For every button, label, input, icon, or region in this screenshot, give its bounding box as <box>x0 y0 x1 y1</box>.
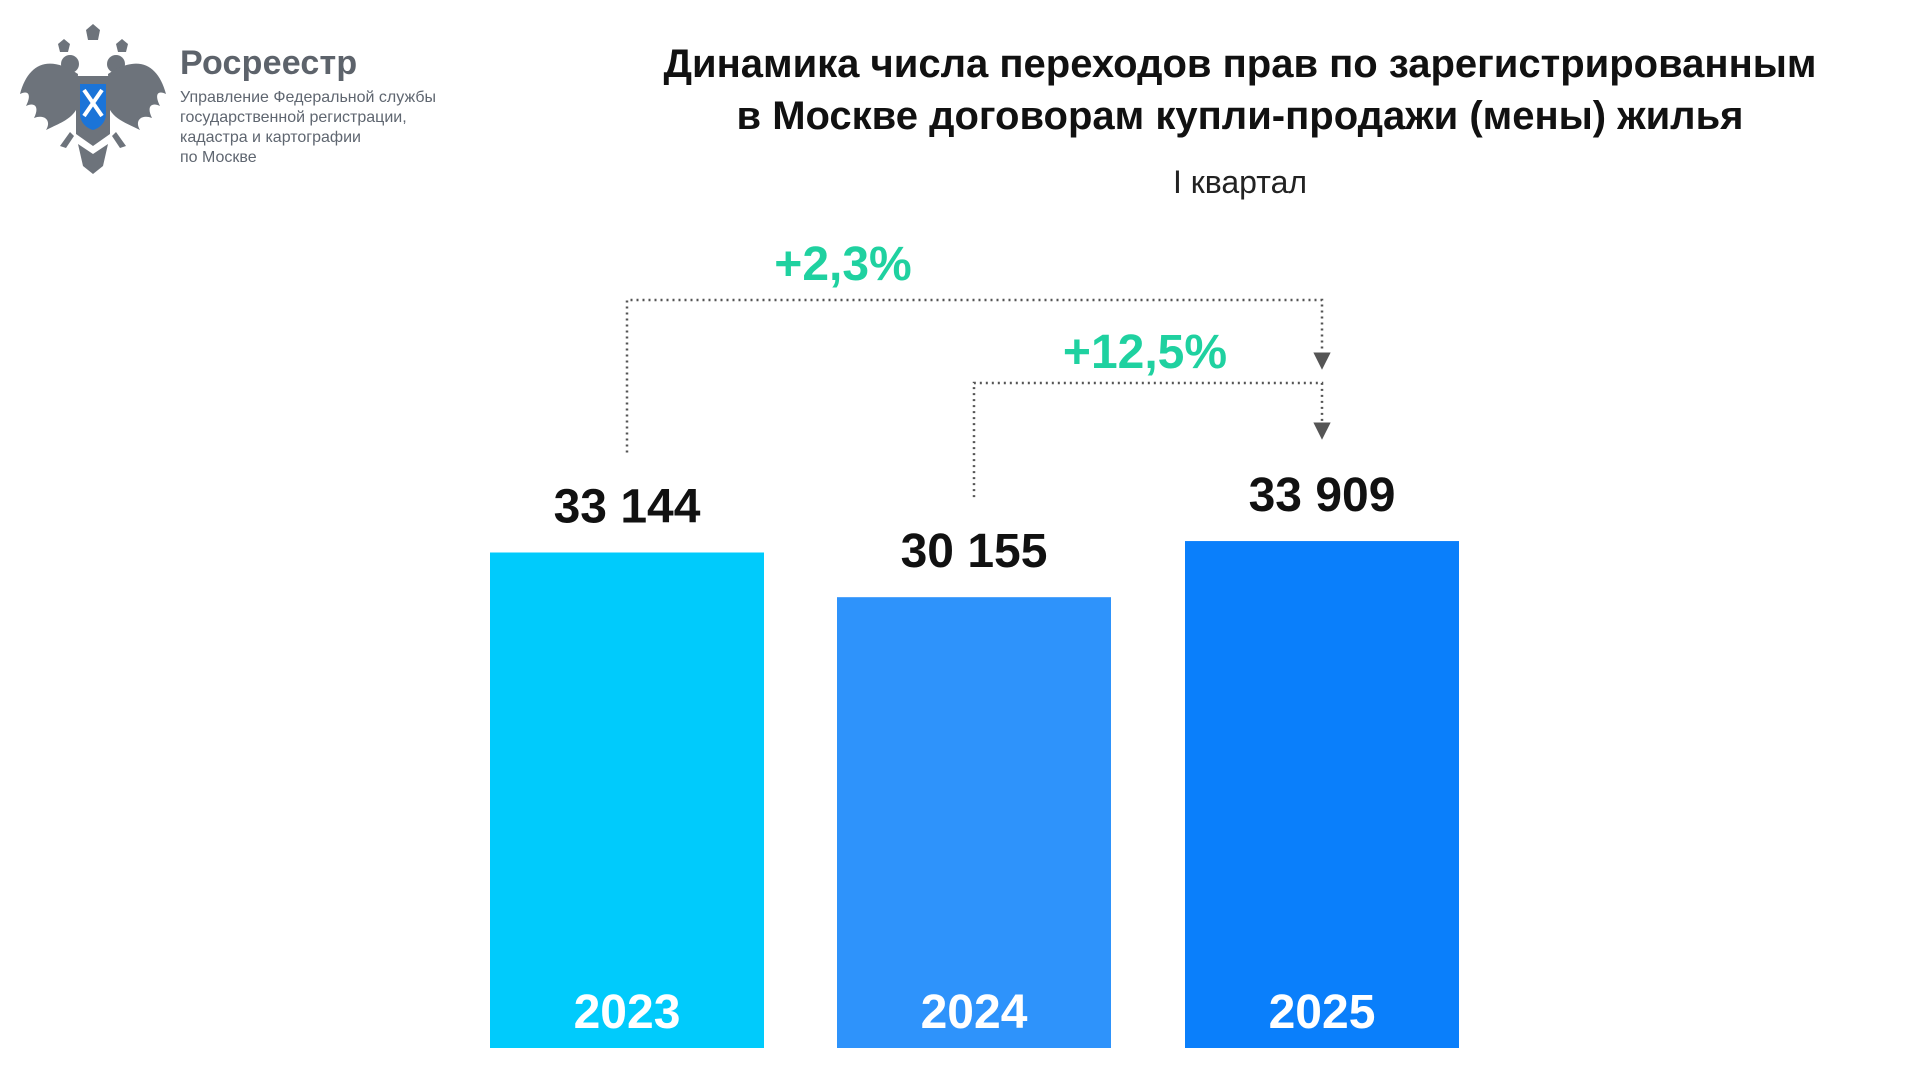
value-label-2024: 30 155 <box>901 525 1048 578</box>
chart-title: Динамика числа переходов прав по зарегис… <box>560 38 1920 142</box>
org-desc-line: Управление Федеральной службы <box>180 89 436 106</box>
org-description: Управление Федеральной службы государств… <box>180 88 500 168</box>
bar-2023 <box>490 552 764 1048</box>
growth-label-2024-2025: +12,5% <box>1063 326 1227 379</box>
category-label-2023: 2023 <box>574 986 681 1039</box>
value-label-2025: 33 909 <box>1249 469 1396 522</box>
growth-label-2023-2025: +2,3% <box>774 238 911 291</box>
logo: Росреестр Управление Федеральной службы … <box>18 24 500 184</box>
bar-2024 <box>837 597 1111 1048</box>
double-headed-eagle-emblem-icon <box>20 24 166 174</box>
chart-title-line-2: в Москве договорам купли-продажи (мены) … <box>736 94 1744 138</box>
value-label-2023: 33 144 <box>554 480 701 533</box>
category-label-2025: 2025 <box>1269 986 1376 1039</box>
org-name: Росреестр <box>180 44 358 82</box>
category-label-2024: 2024 <box>921 986 1028 1039</box>
growth-bracket-2023-2025 <box>625 298 1331 453</box>
org-desc-line: государственной регистрации, <box>180 109 407 126</box>
org-desc-line: по Москве <box>180 149 257 166</box>
chart-subtitle: I квартал <box>1172 164 1308 200</box>
growth-bracket-2024-2025 <box>972 381 1331 498</box>
org-desc-line: кадастра и картографии <box>180 129 361 146</box>
bar-2025 <box>1185 541 1459 1048</box>
chart-title-line-1: Динамика числа переходов прав по зарегис… <box>663 42 1817 86</box>
